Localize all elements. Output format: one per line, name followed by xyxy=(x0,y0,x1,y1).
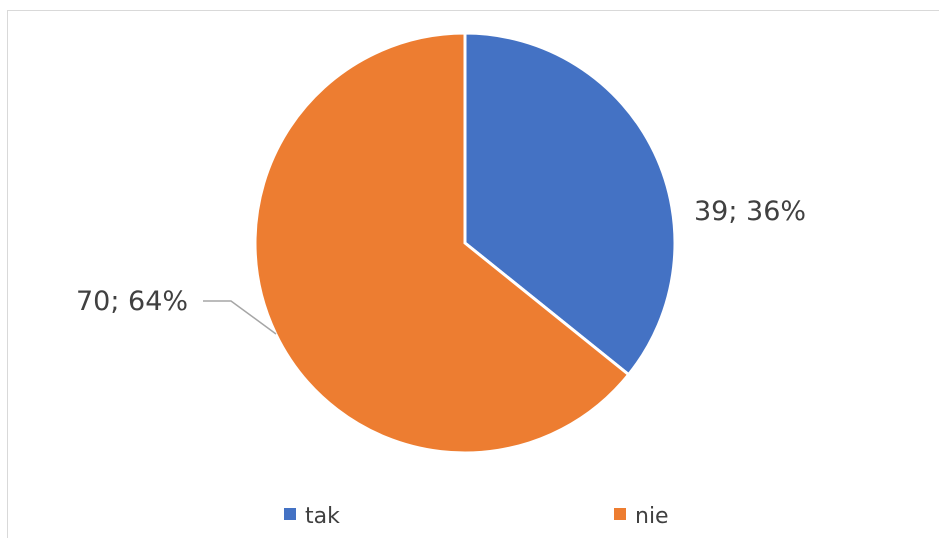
data-label-nie: 70; 64% xyxy=(76,286,188,317)
legend-label-nie: nie xyxy=(635,504,669,529)
pie-slice-tak xyxy=(463,31,677,377)
pie-slices xyxy=(253,31,677,455)
leader-line-nie xyxy=(203,300,277,335)
legend: tak nie xyxy=(284,504,669,529)
data-label-tak: 39; 36% xyxy=(694,196,806,227)
legend-swatch-nie xyxy=(614,508,626,520)
legend-swatch-tak xyxy=(284,508,296,520)
legend-label-tak: tak xyxy=(305,504,340,529)
